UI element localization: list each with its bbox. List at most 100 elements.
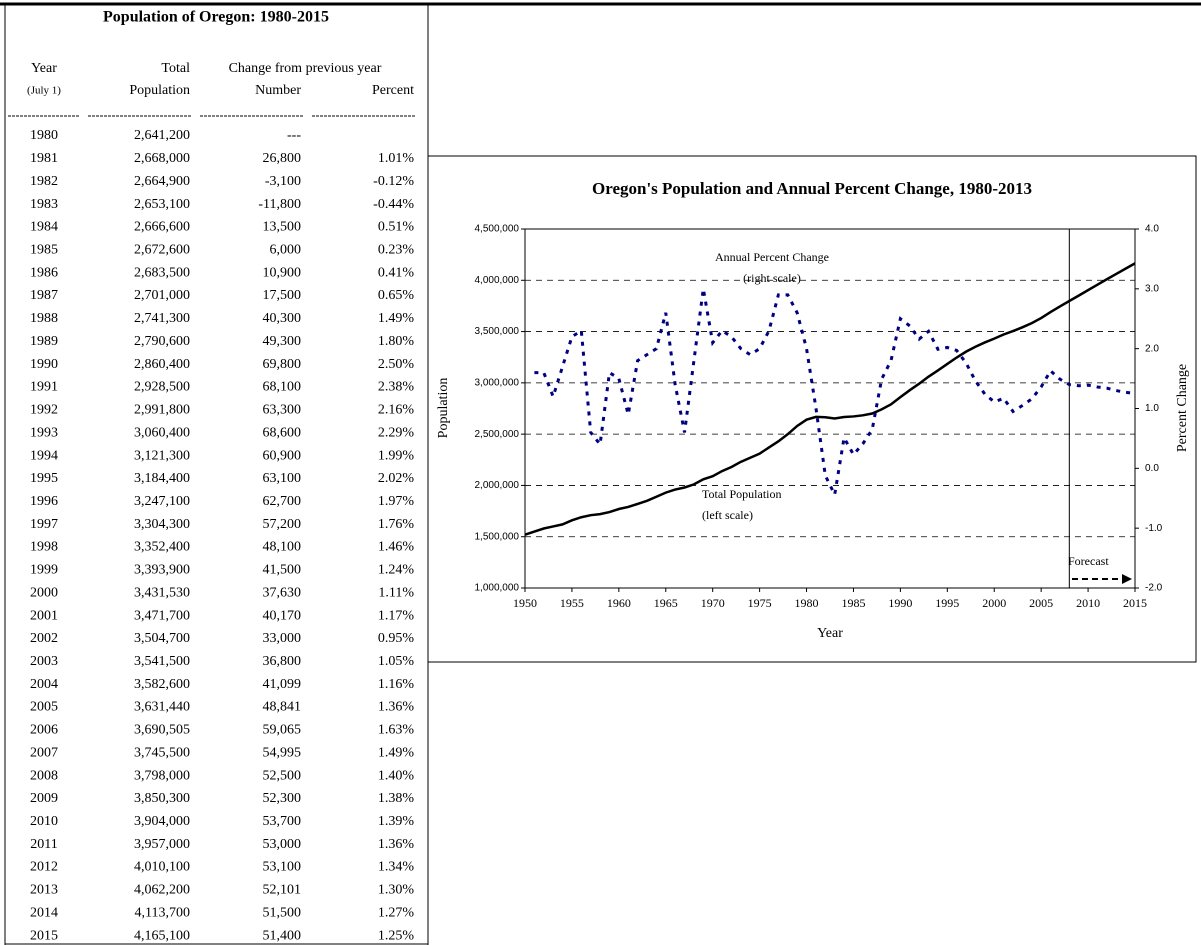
table-cell: 2,666,600 xyxy=(134,220,190,235)
table-cell: 0.41% xyxy=(378,265,415,280)
x-tick-label: 2010 xyxy=(1076,596,1100,610)
table-cell: 54,995 xyxy=(263,745,302,760)
table-cell: 51,400 xyxy=(263,928,302,943)
table-cell: 1.39% xyxy=(378,814,415,829)
table-cell: 0.65% xyxy=(378,288,415,303)
table-cell: 68,100 xyxy=(263,380,302,395)
table-cell: 68,600 xyxy=(263,425,302,440)
table-cell: 3,247,100 xyxy=(134,494,190,509)
table-cell: 3,745,500 xyxy=(134,745,190,760)
table-cell: 49,300 xyxy=(263,334,302,349)
table-cell: 40,300 xyxy=(263,311,302,326)
table-cell: 3,690,505 xyxy=(134,723,190,738)
table-cell: 2,701,000 xyxy=(134,288,190,303)
table-cell: 1990 xyxy=(30,357,58,372)
table-cell: 1998 xyxy=(30,540,58,555)
y2-tick-label: 3.0 xyxy=(1145,283,1159,294)
table-cell: 1.25% xyxy=(378,928,415,943)
header: Population xyxy=(129,83,190,98)
table-cell: 63,100 xyxy=(263,471,302,486)
table-cell: 2,683,500 xyxy=(134,265,190,280)
table-cell: 52,300 xyxy=(263,791,302,806)
table-cell: 1.63% xyxy=(378,723,415,738)
y2-tick-label: -2.0 xyxy=(1145,583,1163,594)
table-cell: 1981 xyxy=(30,151,58,166)
y-tick-label: 1,000,000 xyxy=(475,583,520,594)
table-cell: 2015 xyxy=(30,928,58,943)
table-cell: 2,668,000 xyxy=(134,151,190,166)
table-cell: 1984 xyxy=(30,220,58,235)
table-cell: -0.12% xyxy=(373,174,414,189)
table-cell: 2013 xyxy=(30,883,58,898)
table-cell: 53,000 xyxy=(263,837,302,852)
table-cell: 1992 xyxy=(30,403,58,418)
table-cell: 2,672,600 xyxy=(134,243,190,258)
y-tick-label: 4,000,000 xyxy=(475,275,520,286)
table-cell: 17,500 xyxy=(263,288,302,303)
table-cell: 3,471,700 xyxy=(134,608,190,623)
table-cell: 2002 xyxy=(30,631,58,646)
table-cell: 53,700 xyxy=(263,814,302,829)
table-cell: 1.24% xyxy=(378,563,415,578)
table-cell: 60,900 xyxy=(263,448,302,463)
table-cell: 2,860,400 xyxy=(134,357,190,372)
x-tick-label: 1950 xyxy=(513,596,537,610)
table-cell: 3,060,400 xyxy=(134,425,190,440)
table-cell: 2,991,800 xyxy=(134,403,190,418)
y2-tick-label: -1.0 xyxy=(1145,523,1163,534)
table-cell: 41,500 xyxy=(263,563,302,578)
table-cell: 2000 xyxy=(30,585,58,600)
table-cell: 1.46% xyxy=(378,540,415,555)
annotation: Forecast xyxy=(1068,554,1109,568)
header: Change from previous year xyxy=(229,61,382,76)
table-cell: 3,504,700 xyxy=(134,631,190,646)
table-cell: 4,113,700 xyxy=(135,905,190,920)
table-cell: 57,200 xyxy=(263,517,302,532)
table-cell: 1999 xyxy=(30,563,58,578)
table-cell: 2001 xyxy=(30,608,58,623)
table-title: Population of Oregon: 1980-2015 xyxy=(103,9,329,26)
x-axis-label: Year xyxy=(817,626,843,641)
table-cell: 2009 xyxy=(30,791,58,806)
annotation: Annual Percent Change xyxy=(715,250,829,264)
table-cell: 3,121,300 xyxy=(134,448,190,463)
table-cell: 2,641,200 xyxy=(134,128,190,143)
table-cell: 1996 xyxy=(30,494,58,509)
x-tick-label: 1980 xyxy=(795,596,819,610)
y2-tick-label: 4.0 xyxy=(1145,224,1159,235)
table-cell: 2012 xyxy=(30,860,58,875)
table-cell: 51,500 xyxy=(263,905,302,920)
header: Year xyxy=(31,61,57,76)
table-cell: 1985 xyxy=(30,243,58,258)
table-cell: 2003 xyxy=(30,654,58,669)
table-cell: 1.30% xyxy=(378,883,415,898)
table-cell: 2.38% xyxy=(378,380,415,395)
y2-tick-label: 1.0 xyxy=(1145,403,1159,414)
header: Percent xyxy=(372,83,414,98)
table-cell: 1.36% xyxy=(378,837,415,852)
table-cell: 1980 xyxy=(30,128,58,143)
header: Total xyxy=(161,61,190,76)
table-cell: 2005 xyxy=(30,700,58,715)
table-cell: 1.27% xyxy=(378,905,415,920)
table-cell: 2.02% xyxy=(378,471,415,486)
table-cell: 1993 xyxy=(30,425,58,440)
table-cell: 2,653,100 xyxy=(134,197,190,212)
table-cell: 48,100 xyxy=(263,540,302,555)
table-cell: 52,500 xyxy=(263,768,302,783)
table-cell: 1.17% xyxy=(378,608,415,623)
table-cell: 4,062,200 xyxy=(134,883,190,898)
table-cell: 3,541,500 xyxy=(134,654,190,669)
table-cell: 3,904,000 xyxy=(134,814,190,829)
table-cell: 3,431,530 xyxy=(134,585,190,600)
x-tick-label: 1960 xyxy=(607,596,631,610)
table-cell: 3,184,400 xyxy=(134,471,190,486)
table-cell: 2006 xyxy=(30,723,58,738)
table-cell: 3,393,900 xyxy=(134,563,190,578)
y-tick-label: 3,500,000 xyxy=(475,326,520,337)
table-cell: 1.76% xyxy=(378,517,415,532)
chart-frame xyxy=(427,155,1197,663)
plot-area xyxy=(524,228,1136,589)
